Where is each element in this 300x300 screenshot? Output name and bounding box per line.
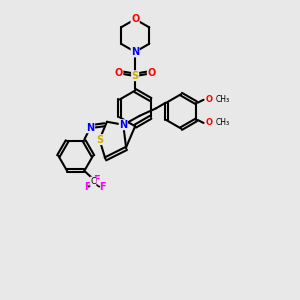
Text: O: O — [206, 95, 213, 104]
Text: O: O — [206, 118, 213, 127]
Text: C: C — [90, 177, 96, 186]
Text: N: N — [131, 47, 139, 57]
Text: F: F — [99, 182, 106, 192]
Text: CH₃: CH₃ — [216, 95, 230, 104]
Text: O: O — [131, 14, 139, 24]
Text: S: S — [96, 135, 103, 145]
Text: N: N — [86, 123, 94, 133]
Text: F: F — [84, 182, 91, 192]
Text: O: O — [147, 68, 156, 78]
Text: O: O — [115, 68, 123, 78]
Text: F: F — [93, 175, 100, 185]
Text: N: N — [119, 120, 127, 130]
Text: S: S — [132, 71, 139, 81]
Text: CH₃: CH₃ — [216, 118, 230, 127]
